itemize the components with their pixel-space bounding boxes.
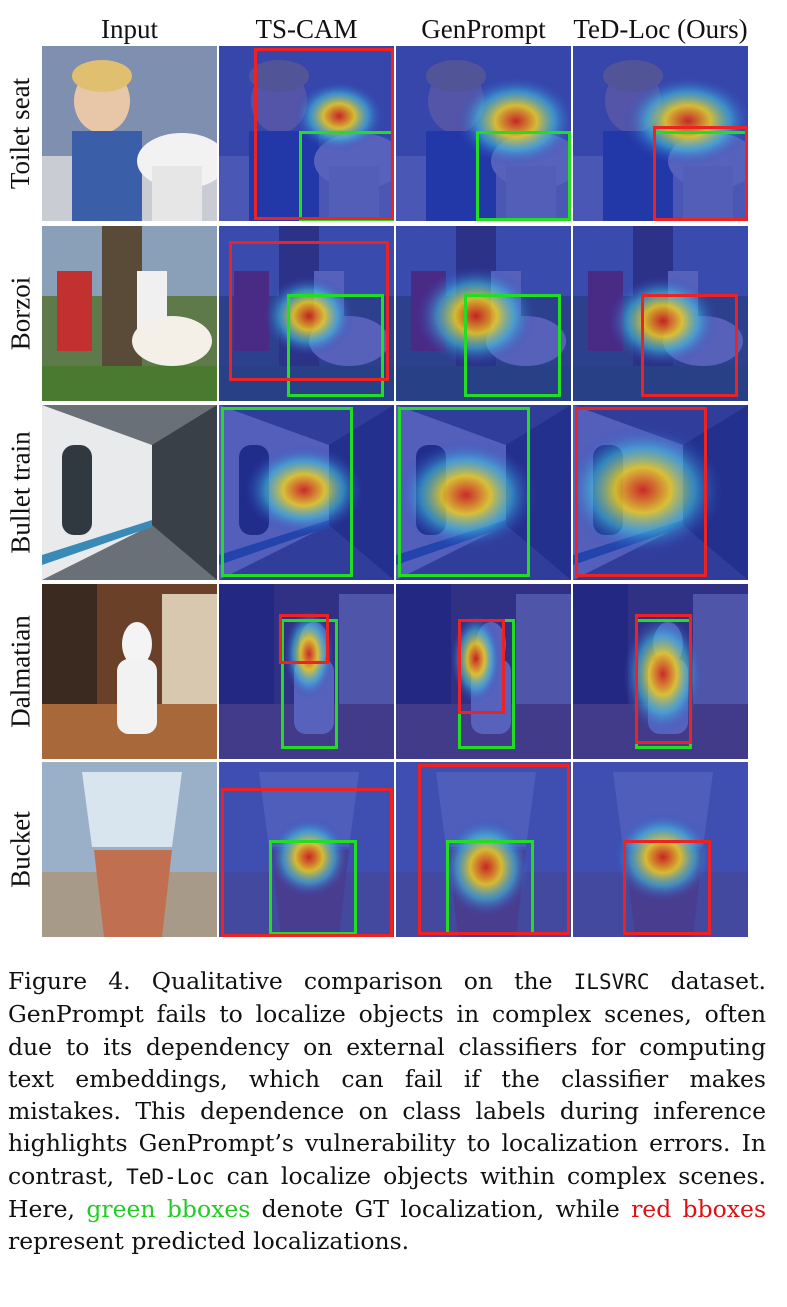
- heatmap-image: [396, 584, 571, 759]
- method-name: TeD-Loc: [126, 1164, 215, 1189]
- pred-bbox: [221, 788, 393, 937]
- row-label-dalmatian: Dalmatian: [5, 615, 36, 728]
- pred-bbox: [279, 614, 329, 664]
- gt-bbox: [269, 840, 357, 935]
- pred-bbox: [418, 764, 570, 935]
- pred-bbox: [458, 619, 505, 714]
- row-label-borzoi: Borzoi: [5, 276, 36, 351]
- pred-bbox: [635, 614, 692, 744]
- input-image: [42, 226, 217, 401]
- gt-bbox: [281, 619, 338, 749]
- column-header-tscam: TS-CAM: [255, 14, 358, 44]
- row-label-bucket: Bucket: [5, 811, 36, 888]
- heatmap-image: [219, 584, 394, 759]
- column-header-input: Input: [101, 14, 158, 44]
- input-image: [42, 405, 217, 580]
- pred-bbox: [653, 126, 748, 221]
- heatmap-image: [396, 405, 571, 580]
- gt-bbox: [221, 407, 353, 577]
- red-bbox-legend: red bboxes: [631, 1195, 767, 1224]
- heatmap-image: [573, 226, 748, 401]
- heatmap-image: [219, 405, 394, 580]
- input-image: [42, 46, 217, 221]
- heatmap-image: [219, 226, 394, 401]
- row-label-bullet-train: Bullet train: [5, 431, 36, 554]
- heatmap-image: [573, 46, 748, 221]
- heatmap-image: [396, 226, 571, 401]
- pred-bbox: [641, 294, 738, 397]
- gt-bbox: [464, 294, 561, 397]
- row-label-toilet-seat: Toilet seat: [5, 77, 36, 190]
- heatmap-image: [573, 584, 748, 759]
- input-image: [42, 584, 217, 759]
- gt-bbox: [476, 131, 571, 221]
- gt-bbox: [398, 407, 530, 577]
- dataset-name: ILSVRC: [573, 970, 650, 994]
- input-image: [42, 762, 217, 937]
- heatmap-image: [219, 46, 394, 221]
- pred-bbox: [254, 48, 394, 220]
- gt-bbox: [287, 294, 384, 397]
- heatmap-image: [396, 762, 571, 937]
- column-header-tedloc: TeD-Loc (Ours): [573, 14, 748, 44]
- figure-caption: Figure 4. Qualitative comparison on the …: [8, 967, 767, 1256]
- heatmap-image: [219, 762, 394, 937]
- pred-bbox: [623, 840, 711, 935]
- heatmap-image: [573, 405, 748, 580]
- pred-bbox: [229, 241, 389, 381]
- heatmap-image: [396, 46, 571, 221]
- column-header-genprompt: GenPrompt: [421, 14, 546, 44]
- heatmap-image: [573, 762, 748, 937]
- green-bbox-legend: green bboxes: [86, 1195, 251, 1224]
- pred-bbox: [575, 407, 707, 577]
